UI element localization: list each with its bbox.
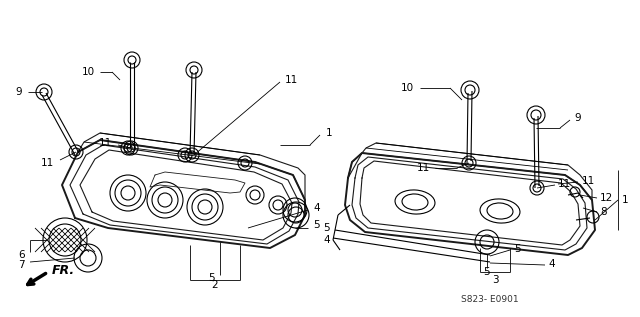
Text: 1: 1 [326, 128, 333, 138]
Text: 5: 5 [313, 220, 319, 230]
Text: 6: 6 [19, 250, 25, 260]
Text: 1: 1 [622, 195, 628, 205]
Text: 11: 11 [417, 163, 430, 173]
Text: 7: 7 [19, 260, 25, 270]
Text: FR.: FR. [52, 263, 75, 276]
Text: 10: 10 [401, 83, 414, 93]
Text: 2: 2 [212, 280, 218, 290]
Text: 11: 11 [99, 138, 112, 148]
Text: 11: 11 [582, 176, 595, 186]
Text: 11: 11 [285, 75, 298, 85]
Text: 4: 4 [323, 235, 330, 245]
Text: 5: 5 [209, 273, 215, 283]
Text: 9: 9 [15, 87, 22, 97]
Text: 3: 3 [492, 275, 499, 285]
Text: 9: 9 [574, 113, 580, 123]
Text: 5: 5 [484, 267, 490, 277]
Text: 4: 4 [313, 203, 319, 213]
Text: 12: 12 [600, 193, 613, 203]
Text: 5: 5 [514, 244, 520, 254]
Text: S823- E0901: S823- E0901 [461, 295, 519, 305]
Text: 11: 11 [558, 179, 572, 189]
Text: 5: 5 [323, 223, 330, 233]
Text: 10: 10 [82, 67, 95, 77]
Text: 11: 11 [41, 158, 54, 168]
Text: 8: 8 [600, 207, 607, 217]
Text: 4: 4 [548, 259, 555, 269]
